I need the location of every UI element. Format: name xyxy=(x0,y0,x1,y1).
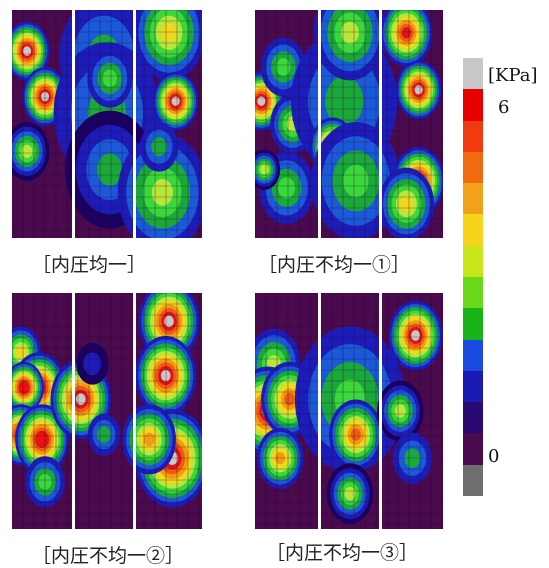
colorbar-step xyxy=(463,151,483,184)
colorbar-step xyxy=(463,89,483,122)
pressure-contour xyxy=(343,164,369,198)
heatmap-3 xyxy=(12,293,202,529)
strip-separator xyxy=(318,10,321,238)
colorbar-step xyxy=(463,370,483,403)
heatmap-panel-2 xyxy=(255,10,443,238)
pressure-contour xyxy=(164,315,174,328)
pressure-contour xyxy=(284,392,295,406)
pressure-contour xyxy=(341,21,359,44)
pressure-contour xyxy=(37,434,47,445)
colorbar-step xyxy=(463,277,483,309)
colorbar-step xyxy=(463,245,483,278)
colorbar-step xyxy=(463,214,483,247)
pressure-contour xyxy=(414,85,423,95)
pressure-contour xyxy=(97,153,123,186)
colorbar-min-label: 0 xyxy=(488,446,500,467)
heatmap-1 xyxy=(12,10,202,238)
strip-separator xyxy=(318,293,321,529)
pressure-contour xyxy=(16,346,26,358)
pressure-contour xyxy=(278,177,295,199)
colorbar-unit-label: [KPa] xyxy=(488,65,538,86)
pressure-contour xyxy=(75,393,86,405)
strip-separator xyxy=(133,10,136,238)
pressure-contour xyxy=(143,432,155,447)
heatmap-panel-4 xyxy=(255,293,443,529)
pressure-contour xyxy=(161,23,177,43)
pressure-contour xyxy=(102,69,117,88)
pressure-contour xyxy=(171,96,180,106)
pressure-contour xyxy=(400,196,413,212)
panel-caption-1: ［内圧均一］ xyxy=(32,254,147,276)
pressure-contour xyxy=(22,46,32,56)
colorbar xyxy=(463,58,483,497)
strip-separator xyxy=(379,293,382,529)
pressure-contour xyxy=(350,428,361,441)
panel-caption-4: ［内圧不均一③］ xyxy=(266,542,419,564)
heatmap-2 xyxy=(255,10,443,238)
pressure-contour xyxy=(260,164,269,175)
pressure-contour xyxy=(151,137,167,157)
colorbar-step xyxy=(463,120,483,153)
heatmap-panel-3 xyxy=(12,293,202,529)
pressure-contour xyxy=(257,96,266,106)
pressure-contour xyxy=(20,383,28,392)
pressure-contour xyxy=(21,144,33,158)
panel-caption-2: ［内圧不均一①］ xyxy=(258,254,411,276)
pressure-contour xyxy=(276,58,291,76)
pressure-contour xyxy=(97,426,111,443)
heatmap-panel-1 xyxy=(12,10,202,238)
colorbar-step xyxy=(463,402,483,434)
pressure-contour xyxy=(83,352,102,376)
strip-separator xyxy=(133,293,136,529)
strip-separator xyxy=(379,10,382,238)
colorbar-step xyxy=(463,183,483,215)
colorbar-step xyxy=(463,433,483,466)
panel-caption-3: ［内圧不均一②］ xyxy=(32,545,185,567)
heatmap-4 xyxy=(255,293,443,529)
pressure-contour xyxy=(344,486,356,501)
colorbar-step xyxy=(463,308,483,341)
colorbar-max-label: 6 xyxy=(498,97,510,118)
colorbar-step xyxy=(463,58,483,90)
pressure-contour xyxy=(411,330,421,341)
pressure-contour xyxy=(394,404,406,418)
strip-separator xyxy=(72,293,75,529)
colorbar-step xyxy=(463,339,483,372)
pressure-contour xyxy=(401,27,412,39)
strip-separator xyxy=(72,10,75,238)
colorbar-step xyxy=(463,464,483,497)
